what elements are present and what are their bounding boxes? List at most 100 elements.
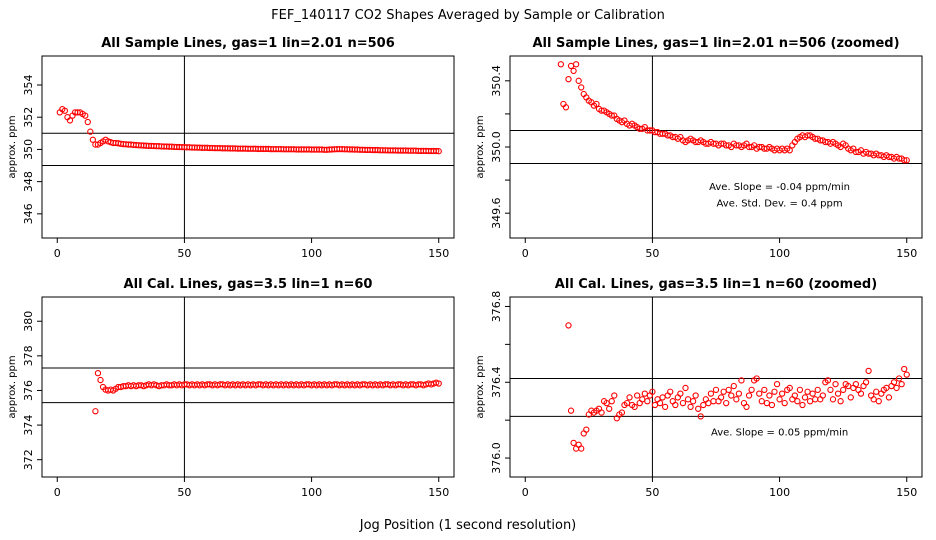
chart-4-data-point [717,394,725,401]
chart-4-data-point [865,367,872,375]
chart-4-data-point [689,398,697,405]
chart-4-x-tick-label: 50 [645,486,659,499]
chart-2-data-point [578,84,585,91]
chart-1-y-tick-label: 352 [22,107,35,128]
chart-4-data-points [565,322,910,452]
chart-3-y-tick-label: 374 [22,415,35,436]
chart-4-data-point [857,390,865,397]
chart-4-data-point [748,386,755,393]
chart-1-y-tick-label: 350 [22,139,35,160]
chart-4-data-point [756,390,763,397]
chart-4-data-point [901,365,908,373]
chart-2-data-point [901,157,908,164]
chart-1-data-point [435,148,442,155]
chart-4-data-point [873,388,880,395]
chart-3-x-tick-label: 50 [177,486,191,499]
chart-4-data-point [819,392,826,399]
chart-1-x-tick-label: 100 [301,247,322,260]
chart-4-data-point [700,401,707,409]
chart-4-data-point [677,390,684,397]
chart-4-data-point [710,398,717,405]
chart-4-data-point [812,396,819,403]
chart-4-data-point [840,386,847,393]
chart-panel-1: All Sample Lines, gas=1 lin=2.01 n=506 0 5… [7,36,455,260]
chart-3-y-tick-label: 378 [22,345,35,366]
chart-4-data-point [852,381,860,388]
chart-4-data-point [761,386,768,393]
chart-4-data-point [768,401,776,409]
chart-4-y-tick-label: 376.8 [490,291,503,323]
chart-1-data-point [87,128,94,135]
chart-1-x-tick-label: 0 [54,247,61,260]
chart-4-data-point [766,392,773,399]
chart-4-data-point [661,403,669,411]
chart-2-x-tick-label: 50 [645,247,659,260]
chart-4-data-point [781,399,788,407]
chart-4-data-point [672,401,679,409]
chart-3-data-point [97,376,104,384]
chart-4-data-point [618,409,626,416]
chart-4-data-point [598,409,605,416]
chart-4-data-point [735,390,743,397]
chart-4-data-point [567,407,575,414]
chart-4-data-point [730,382,737,390]
chart-1-title: All Sample Lines, gas=1 lin=2.01 n=506 [101,36,395,51]
chart-4-data-point [829,396,837,403]
chart-4-data-point [903,371,910,378]
chart-4-annotation: Ave. Slope = 0.05 ppm/min [711,427,848,438]
chart-panel-2: All Sample Lines, gas=1 lin=2.01 n=506 (… [475,36,923,260]
chart-1-data-point [89,136,97,143]
chart-4-data-point [847,394,854,401]
chart-4-x-tick-label: 100 [769,486,790,499]
chart-2-data-point [565,76,572,83]
chart-4-data-point [608,398,615,405]
chart-4-data-point [641,390,648,397]
chart-3-x-tick-label: 0 [54,486,61,499]
chart-4-data-point [583,426,590,433]
chart-4-data-point [733,396,740,403]
chart-3-x-tick-label: 100 [301,486,322,499]
chart-4-data-point [639,396,646,403]
chart-4-y-tick-label: 376.0 [490,442,503,474]
chart-4-data-point [606,405,613,412]
chart-4-data-point [804,388,811,395]
chart-4-data-point [659,394,666,401]
chart-3-title: All Cal. Lines, gas=3.5 lin=1 n=60 [124,277,373,292]
chart-4-data-point [827,386,834,393]
chart-4-data-point [791,392,798,399]
chart-4-data-point [753,375,760,382]
chart-4-y-tick-label: 376.4 [490,367,503,399]
chart-4-data-point [644,398,651,405]
chart-4-data-point [745,392,753,399]
chart-1-y-tick-label: 354 [22,74,35,95]
chart-panel-4: All Cal. Lines, gas=3.5 lin=1 n=60 (zoom… [475,277,923,499]
chart-2-y-tick-label: 350.0 [490,131,503,163]
chart-4-x-tick-label: 0 [522,486,529,499]
chart-4-data-point [771,388,778,395]
chart-2-x-tick-label: 150 [896,247,917,260]
chart-4-data-point [786,384,793,392]
chart-4-data-point [778,390,786,397]
chart-3-y-tick-label: 380 [22,311,35,332]
chart-4-y-axis-label: approx. ppm [475,355,486,418]
chart-2-data-point [562,104,570,111]
chart-1-y-tick-label: 346 [22,203,35,224]
chart-4-data-point [656,399,664,407]
chart-4-data-point [570,439,577,447]
chart-4-data-point [723,399,730,407]
chart-4-data-point [794,398,801,405]
chart-4-data-point [649,388,656,395]
chart-3-x-tick-label: 150 [428,486,449,499]
chart-1-plot-frame [41,55,455,239]
chart-2-data-points [557,61,910,164]
chart-4-data-point [832,381,839,388]
chart-4-data-point [763,399,771,407]
chart-3-plot-frame [41,296,455,478]
chart-4-data-point [824,377,832,384]
chart-2-data-point [786,147,793,154]
chart-4-data-point [870,396,877,403]
chart-4-data-point [799,401,806,409]
chart-4-data-point [806,398,814,405]
chart-4-data-point [814,386,821,393]
